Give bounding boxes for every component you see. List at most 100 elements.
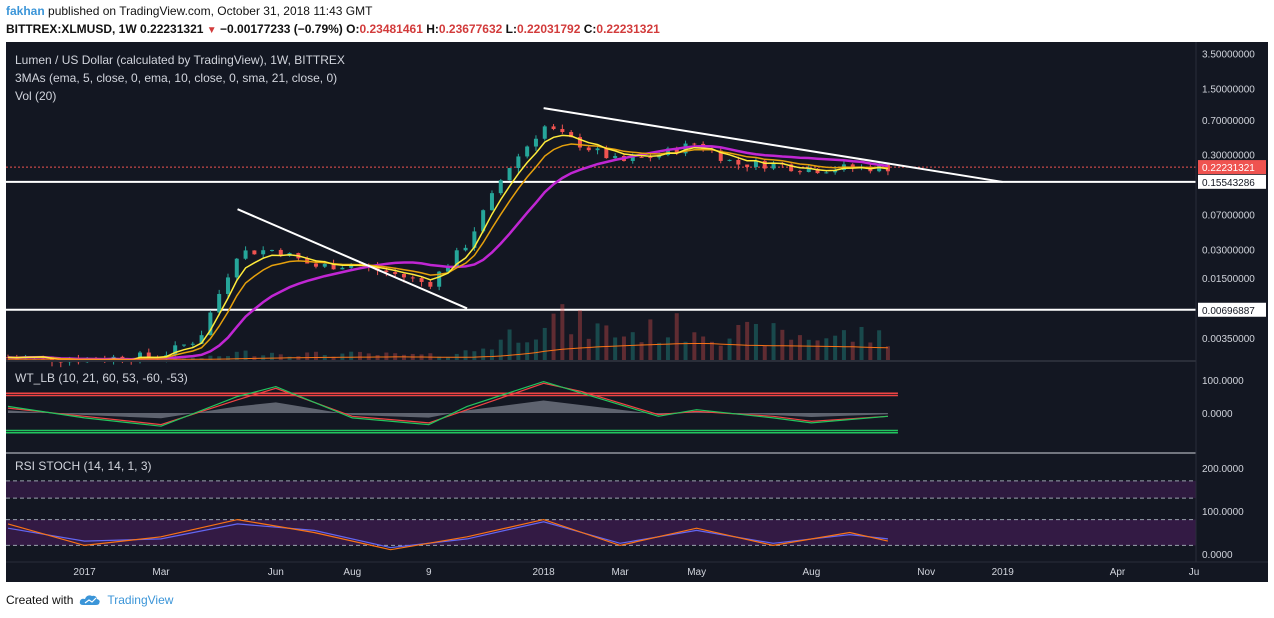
volume-bar xyxy=(762,345,767,360)
volume-bar xyxy=(287,356,292,360)
last-price-tag xyxy=(1198,160,1266,175)
volume-bar xyxy=(859,326,864,360)
wt-tick-label: 100.0000 xyxy=(1202,376,1244,387)
candle-body xyxy=(850,164,855,168)
x-tick-label: 9 xyxy=(426,567,432,578)
volume-bar xyxy=(868,342,873,360)
x-tick-label: Jun xyxy=(268,567,284,578)
h-label: H: xyxy=(426,22,439,36)
volume-bar xyxy=(243,350,248,360)
legend-vol: Vol (20) xyxy=(15,89,56,103)
x-tick-label: 2018 xyxy=(532,567,555,578)
candle-body xyxy=(569,132,574,138)
trendline xyxy=(543,107,1003,183)
candle-body xyxy=(401,273,406,278)
volume-bar xyxy=(736,324,741,360)
candle-body xyxy=(208,312,213,336)
candle-body xyxy=(313,263,318,267)
x-tick-label: Aug xyxy=(803,567,821,578)
axes: 3.50000000 1.50000000 0.70000000 0.30000000… xyxy=(6,42,1268,578)
o-value: 0.23481461 xyxy=(359,22,423,36)
candle-body xyxy=(243,250,248,259)
volume-bar xyxy=(806,339,811,360)
legend-mas: 3MAs (ema, 5, close, 0, ema, 10, close, … xyxy=(15,71,337,85)
candle-body xyxy=(630,156,635,161)
volume-bar xyxy=(665,337,670,360)
candle-body xyxy=(454,250,459,267)
candle-body xyxy=(762,160,767,169)
down-arrow-icon: ▼ xyxy=(206,25,217,36)
candle-body xyxy=(727,159,732,161)
volume-bar xyxy=(481,348,486,360)
y-tick-label: 0.70000000 xyxy=(1202,116,1255,127)
x-tick-label: Mar xyxy=(612,567,630,578)
volume-bar xyxy=(217,356,222,360)
candle-body xyxy=(419,278,424,282)
volume-bar xyxy=(498,339,503,360)
candle-body xyxy=(375,266,380,271)
volume-bar xyxy=(533,339,538,360)
x-tick-label: 2017 xyxy=(73,567,96,578)
c-value: 0.22231321 xyxy=(596,22,660,36)
x-tick-label: Nov xyxy=(917,567,935,578)
volume-bar xyxy=(560,304,565,360)
volume-bar xyxy=(278,354,283,360)
candle-body xyxy=(393,272,398,274)
volume-bar xyxy=(507,329,512,360)
overbought-band xyxy=(6,480,1196,499)
last-price: 0.22231321 xyxy=(140,22,204,36)
author-link[interactable]: fakhan xyxy=(6,4,45,18)
stoch-band xyxy=(6,519,1196,546)
symbol: BITTREX:XLMUSD, 1W xyxy=(6,22,137,36)
price-label-box xyxy=(1198,174,1266,189)
candle-body xyxy=(604,148,609,159)
volume-bar xyxy=(375,355,380,360)
candle-body xyxy=(692,143,697,145)
candle-body xyxy=(498,180,503,194)
y-tick-label: 0.07000000 xyxy=(1202,211,1255,222)
last-price-label: 0.22231321 xyxy=(1202,163,1255,174)
volume-bar xyxy=(349,351,354,360)
candle-body xyxy=(833,169,838,173)
price-panel xyxy=(6,107,1196,368)
y-tick-label: 0.00350000 xyxy=(1202,334,1255,345)
stoch-k-line xyxy=(7,518,889,551)
volume-bar xyxy=(472,351,477,360)
volume-ma-line xyxy=(8,343,888,360)
rsi-panel xyxy=(6,480,1196,551)
volume-bar xyxy=(833,335,838,360)
candle-body xyxy=(718,150,723,161)
volume-bar xyxy=(674,313,679,360)
candle-body xyxy=(199,335,204,344)
volume-bar xyxy=(771,323,776,360)
y-tick-label: 0.15543286 xyxy=(1202,178,1255,189)
x-tick-label: Aug xyxy=(343,567,361,578)
x-tick-label: 2019 xyxy=(992,567,1015,578)
candle-body xyxy=(577,137,582,148)
tradingview-cloud-icon xyxy=(80,595,101,605)
volume-bar xyxy=(489,349,494,360)
stoch-d-line xyxy=(7,521,888,549)
rsi-tick-label: 200.0000 xyxy=(1202,464,1244,475)
volume-bar xyxy=(789,339,794,360)
volume-bar xyxy=(815,340,820,360)
volume-bar xyxy=(569,334,574,360)
volume-bar xyxy=(604,325,609,360)
trendline xyxy=(237,208,468,310)
volume-bar xyxy=(225,356,230,360)
tradingview-brand[interactable]: TradingView xyxy=(107,593,174,607)
created-with: Created with xyxy=(6,593,74,607)
candle-body xyxy=(217,293,222,313)
volume-bar xyxy=(824,338,829,360)
volume-bar xyxy=(577,310,582,360)
chart-canvas[interactable]: 3.50000000 1.50000000 0.70000000 0.30000000… xyxy=(6,42,1268,582)
candle-body xyxy=(771,162,776,169)
candle-body xyxy=(595,148,600,151)
volume-bar xyxy=(208,355,213,360)
candle-body xyxy=(322,263,327,267)
candle-body xyxy=(181,344,186,346)
published-text: published on TradingView.com, October 31… xyxy=(48,4,373,18)
candle-body xyxy=(665,148,670,155)
volume-bar xyxy=(463,350,468,360)
volume-bar xyxy=(780,329,785,360)
